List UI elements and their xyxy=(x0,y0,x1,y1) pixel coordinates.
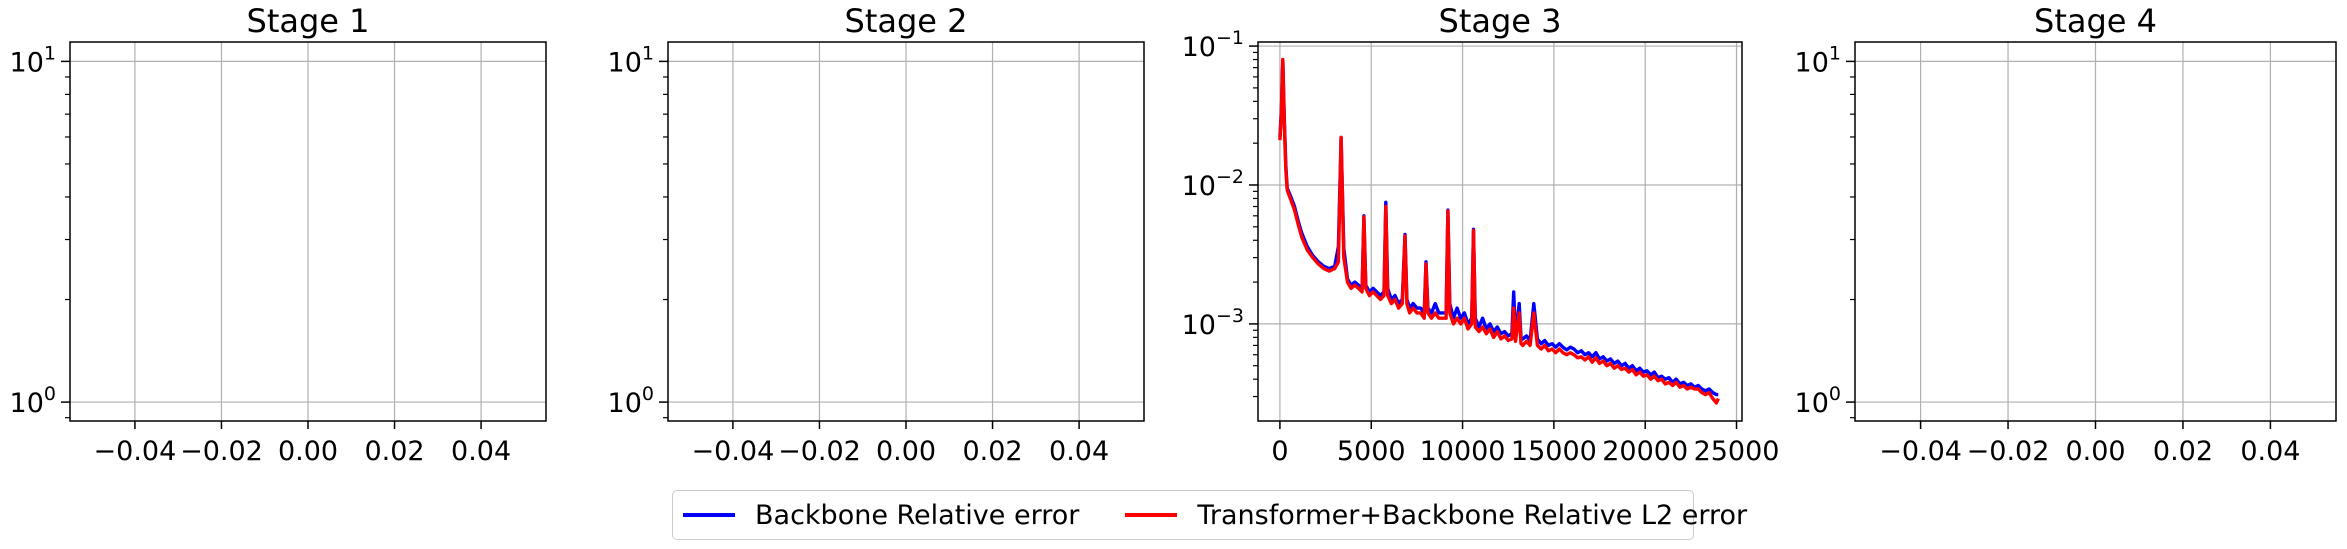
x-tick-label: −0.02 xyxy=(778,436,861,467)
series-line-transformer xyxy=(1278,57,1720,405)
y-tick-label: 100 xyxy=(10,383,56,419)
legend: Backbone Relative error Transformer+Back… xyxy=(672,490,1747,540)
chart-title: Stage 2 xyxy=(845,2,968,40)
x-tick-label: 0.04 xyxy=(2240,436,2300,467)
legend-label-backbone: Backbone Relative error xyxy=(755,499,1080,531)
x-tick-label: 0.00 xyxy=(278,436,338,467)
x-tick-label: −0.04 xyxy=(692,436,775,467)
chart-title: Stage 3 xyxy=(1439,2,1562,40)
series-line-backbone xyxy=(1278,58,1719,397)
y-tick-label: 10−3 xyxy=(1182,305,1244,341)
x-tick-label: 0 xyxy=(1271,436,1288,467)
legend-item-backbone: Backbone Relative error xyxy=(683,500,1079,531)
y-tick-label: 101 xyxy=(608,42,654,78)
legend-label-transformer: Transformer+Backbone Relative L2 error xyxy=(1197,499,1748,531)
axes-frame xyxy=(1854,41,2337,422)
x-tick-label: 5000 xyxy=(1337,436,1406,467)
y-tick-label: 10−1 xyxy=(1182,27,1244,63)
axes-frame xyxy=(69,41,547,422)
x-tick-label: −0.04 xyxy=(94,436,177,467)
chart-title: Stage 4 xyxy=(2034,2,2157,40)
chart-panel-1: Stage 1 −0.04 −0.02 0.00 0.02 0.04 100 101 xyxy=(10,2,547,467)
x-tick-label: −0.02 xyxy=(1967,436,2050,467)
chart-title: Stage 1 xyxy=(247,2,370,40)
y-tick-label: 101 xyxy=(1795,42,1841,78)
x-tick-label: 20000 xyxy=(1602,436,1688,467)
x-tick-label: 10000 xyxy=(1420,436,1506,467)
chart-panel-4: Stage 4 −0.04 −0.02 0.00 0.02 0.04 100 101 xyxy=(1795,2,2337,467)
x-tick-label: −0.02 xyxy=(180,436,263,467)
x-tick-label: 0.02 xyxy=(364,436,424,467)
axes-frame xyxy=(1257,41,1743,422)
y-tick-label: 100 xyxy=(608,383,654,419)
chart-panel-3: Stage 3 0 5000 10000 15000 20000 25000 10−3 10−2… xyxy=(1182,2,1780,467)
x-tick-label: 0.04 xyxy=(451,436,511,467)
chart-panel-2: Stage 2 −0.04 −0.02 0.00 0.02 0.04 100 101 xyxy=(608,2,1145,467)
x-tick-label: 15000 xyxy=(1511,436,1597,467)
y-tick-label: 100 xyxy=(1795,383,1841,419)
x-tick-label: −0.04 xyxy=(1879,436,1962,467)
legend-swatch-backbone xyxy=(683,513,735,517)
x-tick-label: 0.02 xyxy=(962,436,1022,467)
x-tick-label: 0.04 xyxy=(1049,436,1109,467)
x-tick-label: 0.00 xyxy=(876,436,936,467)
axes-frame xyxy=(667,41,1145,422)
x-tick-label: 0.00 xyxy=(2065,436,2125,467)
legend-swatch-transformer xyxy=(1125,513,1178,517)
y-tick-label: 10−2 xyxy=(1182,166,1244,202)
x-tick-label: 0.02 xyxy=(2153,436,2213,467)
x-tick-label: 25000 xyxy=(1694,436,1780,467)
legend-item-transformer: Transformer+Backbone Relative L2 error xyxy=(1125,500,1747,531)
y-tick-label: 101 xyxy=(10,42,56,78)
